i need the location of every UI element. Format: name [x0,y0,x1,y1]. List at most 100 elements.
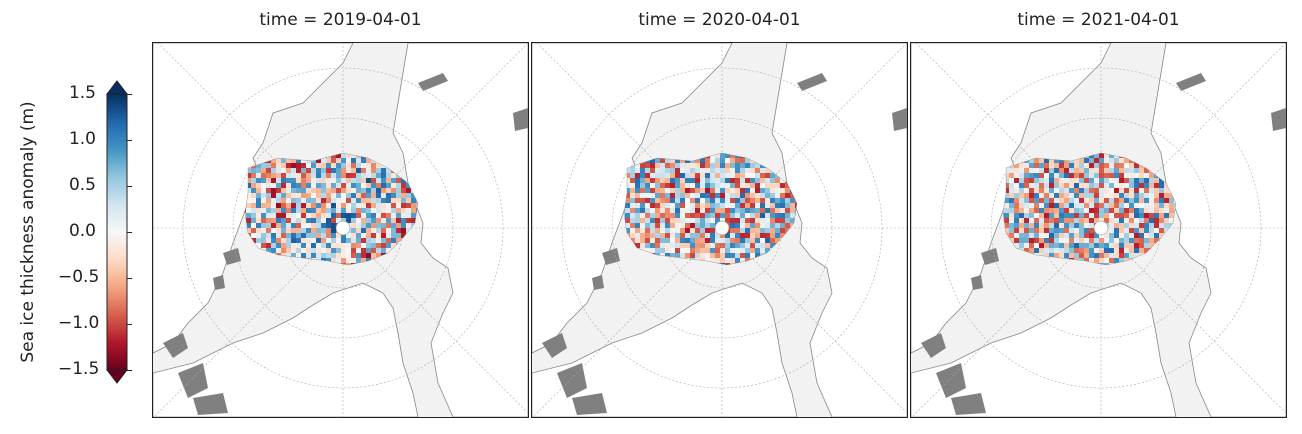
anomaly-cell [1044,198,1049,203]
anomaly-cell [251,183,256,188]
anomaly-cell [635,163,640,168]
anomaly-cell [785,188,790,193]
anomaly-cell [1064,188,1069,193]
anomaly-cell [630,188,635,193]
anomaly-cell [331,213,336,218]
anomaly-cell [311,233,316,238]
anomaly-cell [331,208,336,213]
anomaly-cell [745,228,750,233]
anomaly-cell [251,208,256,213]
anomaly-cell [351,163,356,168]
anomaly-cell [1124,253,1129,258]
anomaly-cell [700,158,705,163]
anomaly-cell [276,198,281,203]
anomaly-cell [341,188,346,193]
anomaly-cell [1054,238,1059,243]
anomaly-cell [725,163,730,168]
anomaly-cell [1089,188,1094,193]
anomaly-cell [1049,183,1054,188]
anomaly-cell [1094,238,1099,243]
anomaly-cell [730,168,735,173]
anomaly-cell [780,203,785,208]
anomaly-cell [346,163,351,168]
anomaly-cell [291,188,296,193]
anomaly-cell [1014,183,1019,188]
anomaly-cell [331,218,336,223]
anomaly-cell [251,218,256,223]
anomaly-cell [690,183,695,188]
anomaly-cell [281,163,286,168]
anomaly-cell [660,188,665,193]
anomaly-cell [1144,213,1149,218]
anomaly-cell [630,178,635,183]
anomaly-cell [1009,178,1014,183]
anomaly-cell [1054,243,1059,248]
anomaly-cell [1059,233,1064,238]
anomaly-cell [690,168,695,173]
anomaly-cell [1009,203,1014,208]
anomaly-cell [1069,243,1074,248]
anomaly-cell [1139,233,1144,238]
anomaly-cell [1019,223,1024,228]
anomaly-cell [1109,258,1114,263]
anomaly-cell [1089,213,1094,218]
anomaly-cell [276,213,281,218]
anomaly-cell [790,203,795,208]
anomaly-cell [660,163,665,168]
anomaly-cell [286,228,291,233]
anomaly-cell [366,183,371,188]
anomaly-cell [675,198,680,203]
anomaly-cell [371,218,376,223]
anomaly-cell [755,248,760,253]
anomaly-cell [366,203,371,208]
anomaly-cell [630,218,635,223]
anomaly-cell [630,173,635,178]
graticule-meridian [157,43,344,229]
anomaly-cell [1064,203,1069,208]
anomaly-cell [1004,228,1009,233]
anomaly-cell [336,243,341,248]
anomaly-cell [775,213,780,218]
anomaly-cell [276,223,281,228]
anomaly-cell [301,253,306,258]
anomaly-cell [625,188,630,193]
anomaly-cell [665,158,670,163]
anomaly-cell [281,223,286,228]
anomaly-cell [1079,188,1084,193]
anomaly-cell [356,208,361,213]
anomaly-cell [381,183,386,188]
anomaly-cell [720,253,725,258]
anomaly-cell [291,223,296,228]
anomaly-cell [650,238,655,243]
anomaly-cell [630,198,635,203]
anomaly-cell [1014,243,1019,248]
anomaly-cell [745,208,750,213]
anomaly-cell [690,218,695,223]
lake [592,275,604,290]
anomaly-cell [326,248,331,253]
anomaly-cell [286,163,291,168]
anomaly-cell [1169,208,1174,213]
anomaly-cell [1119,213,1124,218]
anomaly-cell [650,218,655,223]
anomaly-cell [341,178,346,183]
anomaly-cell [710,178,715,183]
anomaly-cell [725,158,730,163]
anomaly-cell [650,233,655,238]
anomaly-cell [660,183,665,188]
anomaly-cell [1054,173,1059,178]
anomaly-cell [785,198,790,203]
anomaly-cell [1139,228,1144,233]
anomaly-cell [286,158,291,163]
anomaly-cell [1109,218,1114,223]
anomaly-cell [715,233,720,238]
anomaly-cell [640,213,645,218]
anomaly-cell [1099,178,1104,183]
anomaly-cell [775,228,780,233]
anomaly-cell [670,198,675,203]
anomaly-cell [1079,173,1084,178]
anomaly-cell [625,208,630,213]
anomaly-cell [386,173,391,178]
anomaly-cell [346,203,351,208]
anomaly-cell [1059,238,1064,243]
